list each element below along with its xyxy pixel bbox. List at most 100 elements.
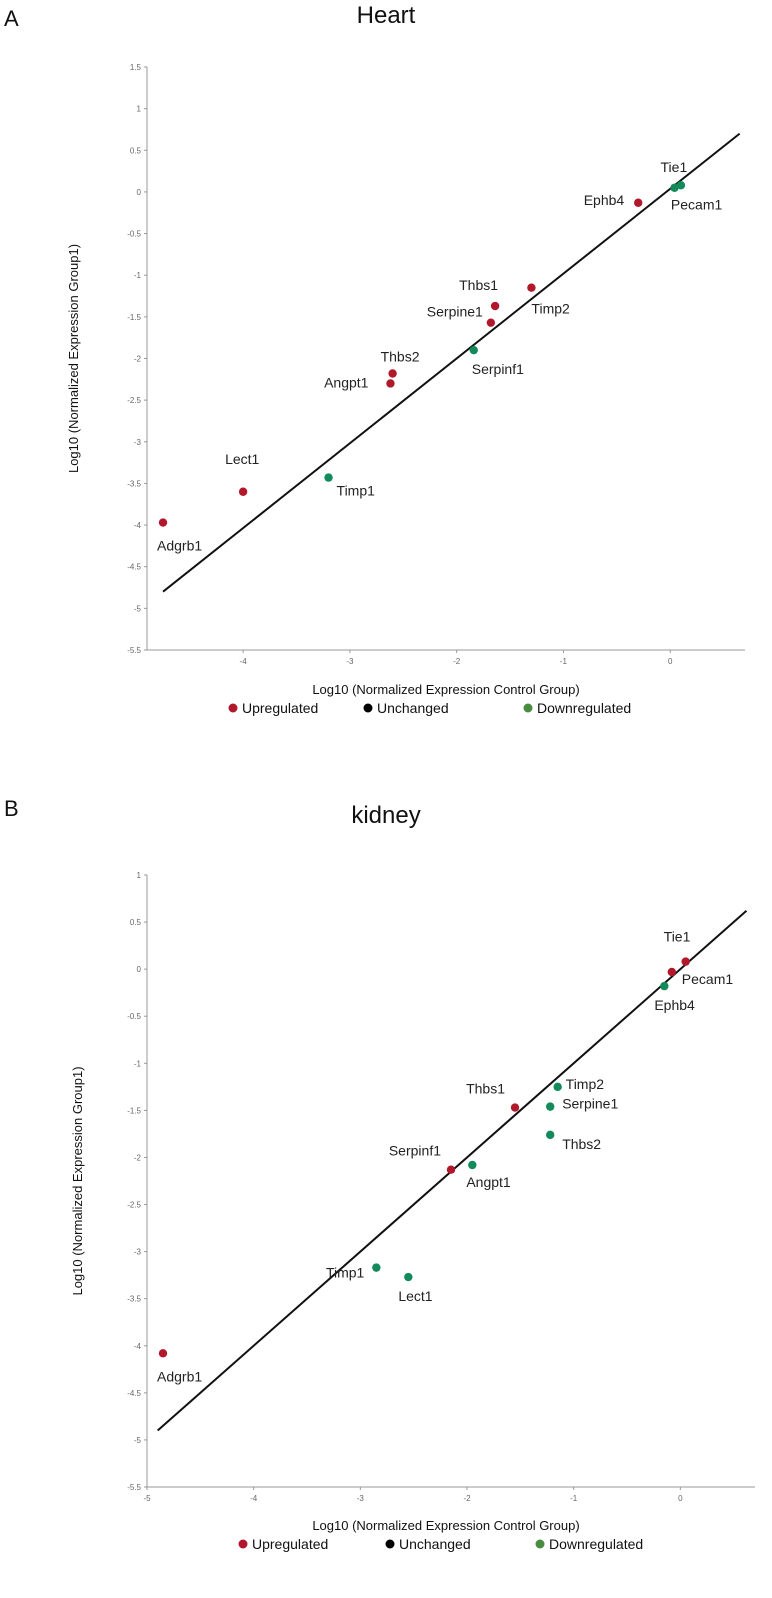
point-label-thbs1: Thbs1: [466, 1081, 505, 1097]
point-adgrb1: [158, 518, 168, 527]
chart-title-heart: Heart: [356, 2, 416, 29]
y-tick-label: -3.5: [127, 479, 141, 488]
y-tick-label: -3: [134, 438, 142, 447]
point-serpine1: [546, 1102, 555, 1111]
y-tick-label: -5.5: [127, 1483, 141, 1492]
point-pecam1: [667, 967, 676, 977]
legend-label-upregulated: Upregulated: [252, 1536, 328, 1552]
y-tick-label: 0.5: [130, 146, 142, 155]
y-tick-label: -1.5: [127, 1106, 141, 1115]
x-tick-label: -2: [453, 657, 461, 666]
kidney-scatter-chart: 10.50-0.5-1-1.5-2-2.5-3-3.5-4-4.5-5-5.5-…: [70, 871, 755, 1552]
y-tick-label: -4.5: [127, 563, 141, 572]
x-tick-label: -3: [357, 1494, 365, 1503]
x-tick-label: -4: [240, 657, 248, 666]
x-tick-label: 0: [668, 657, 673, 666]
panel-letter-a: A: [4, 6, 19, 31]
point-label-tie1: Tie1: [664, 929, 691, 945]
y-tick-label: -3: [134, 1248, 142, 1257]
legend-marker-upregulated: [228, 703, 238, 713]
y-tick-label: -4: [134, 1342, 142, 1351]
point-label-timp1: Timp1: [337, 483, 376, 499]
point-label-pecam1: Pecam1: [671, 196, 723, 212]
point-timp2: [527, 283, 536, 292]
point-angpt1: [468, 1160, 477, 1170]
legend-label-downregulated: Downregulated: [549, 1536, 643, 1552]
y-tick-label: 0: [137, 965, 142, 974]
point-label-angpt1: Angpt1: [466, 1174, 511, 1190]
y-tick-label: 0: [137, 188, 142, 197]
legend-marker-downregulated: [523, 703, 533, 713]
point-tie1: [681, 957, 690, 966]
point-serpine1: [486, 318, 496, 327]
point-label-thbs1: Thbs1: [459, 277, 498, 293]
point-tie1: [670, 183, 679, 192]
point-serpinf1: [469, 345, 478, 355]
point-timp1: [324, 473, 333, 482]
x-tick-label: -4: [250, 1494, 258, 1503]
point-label-tie1: Tie1: [661, 159, 688, 175]
y-tick-label: -3.5: [127, 1295, 141, 1304]
x-axis-label: Log10 (Normalized Expression Control Gro…: [312, 1518, 579, 1533]
point-timp2: [553, 1082, 562, 1092]
legend-label-downregulated: Downregulated: [537, 700, 631, 716]
y-tick-label: -5: [134, 1436, 142, 1445]
x-axis-label: Log10 (Normalized Expression Control Gro…: [312, 682, 579, 697]
y-tick-label: 0.5: [130, 918, 142, 927]
point-pecam1: [676, 181, 686, 190]
point-label-timp2: Timp2: [531, 301, 570, 317]
point-lect1: [404, 1272, 413, 1282]
point-ephb4: [660, 981, 669, 991]
panel-letter-b: B: [4, 796, 19, 821]
point-label-ephb4: Ephb4: [654, 997, 695, 1013]
legend-label-upregulated: Upregulated: [242, 700, 318, 716]
point-label-ephb4: Ephb4: [584, 192, 625, 208]
point-label-serpine1: Serpine1: [427, 304, 483, 320]
point-label-serpinf1: Serpinf1: [472, 361, 524, 377]
panel-kidney: B kidney 1 0.5 0 -0.5 -1 -1.5 -2 -2.5 -3 -3.5 -4 -4…: [0, 790, 772, 1598]
point-serpinf1: [446, 1165, 456, 1174]
point-label-serpine1: Serpine1: [562, 1096, 618, 1112]
point-label-thbs2: Thbs2: [381, 348, 420, 364]
legend-marker-downregulated: [535, 1539, 545, 1549]
x-tick-label: -1: [570, 1494, 578, 1503]
point-label-pecam1: Pecam1: [682, 971, 734, 987]
panel-heart: A Heart 1.5 1 0.5 0 -0.5 -1 -1.5 -2 -2.5 -3 -3.5 -4…: [0, 0, 772, 780]
legend-marker-unchanged: [363, 703, 373, 713]
point-lect1: [238, 487, 248, 496]
y-tick-label: -1: [134, 1059, 142, 1068]
y-tick-label: -2.5: [127, 1201, 141, 1210]
point-angpt1: [386, 379, 395, 388]
point-thbs1: [490, 301, 500, 311]
point-ephb4: [634, 198, 643, 207]
y-tick-label: 1: [137, 871, 142, 880]
point-label-timp2: Timp2: [566, 1076, 605, 1092]
point-label-serpinf1: Serpinf1: [389, 1143, 441, 1159]
point-thbs2: [388, 369, 397, 378]
x-tick-label: -2: [463, 1494, 471, 1503]
y-tick-label: -0.5: [127, 230, 141, 239]
y-tick-label: -2: [134, 355, 142, 364]
y-tick-label: 1.5: [130, 63, 142, 72]
point-timp1: [372, 1263, 381, 1272]
heart-scatter-chart: 1.5 1 0.5 0 -0.5 -1 -1.5 -2 -2.5 -3 -3.5 -4 -4.5 -5 -5…: [66, 63, 745, 716]
chart-title-kidney: kidney: [351, 802, 421, 829]
legend-marker-upregulated: [238, 1539, 248, 1549]
point-label-lect1: Lect1: [225, 451, 259, 467]
x-tick-label: -5: [143, 1494, 151, 1503]
point-thbs2: [546, 1130, 555, 1140]
y-tick-label: -1: [134, 271, 142, 280]
y-axis-label: Log10 (Normalized Expression Group1): [70, 1066, 85, 1295]
point-label-adgrb1: Adgrb1: [157, 1368, 202, 1384]
y-tick-label: -4: [134, 521, 142, 530]
y-tick-label: -5.5: [127, 646, 141, 655]
y-tick-label: -5: [134, 604, 142, 613]
point-label-adgrb1: Adgrb1: [157, 538, 202, 554]
x-tick-label: -1: [560, 657, 568, 666]
point-label-timp1: Timp1: [326, 1265, 365, 1281]
y-tick-label: -0.5: [127, 1012, 141, 1021]
point-thbs1: [510, 1103, 520, 1112]
y-axis-label: Log10 (Normalized Expression Group1): [66, 244, 81, 473]
point-label-lect1: Lect1: [398, 1288, 432, 1304]
x-tick-label: -3: [346, 657, 354, 666]
